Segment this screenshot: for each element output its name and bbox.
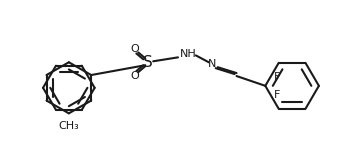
Text: O: O [130, 71, 139, 81]
Text: NH: NH [180, 49, 197, 59]
Text: O: O [130, 44, 139, 54]
Text: CH₃: CH₃ [58, 121, 79, 131]
Text: S: S [143, 55, 153, 70]
Text: F: F [274, 90, 280, 100]
Text: F: F [274, 72, 280, 82]
Text: N: N [207, 59, 216, 69]
